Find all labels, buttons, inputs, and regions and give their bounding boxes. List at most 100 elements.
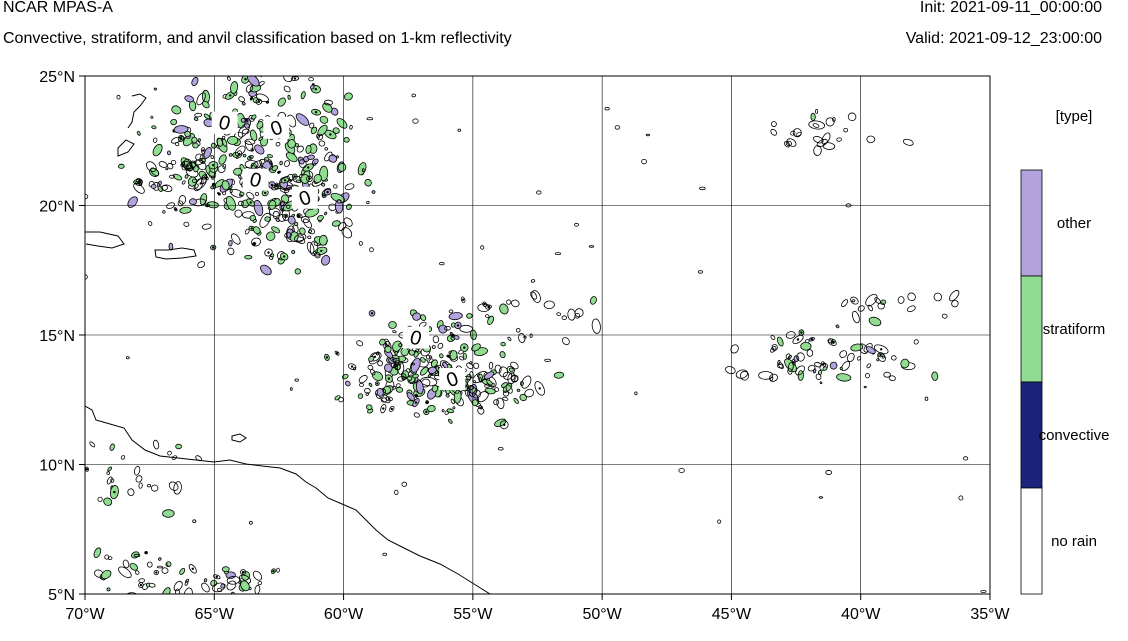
precip-cell xyxy=(396,361,405,375)
precip-cell xyxy=(294,268,301,275)
precip-cell xyxy=(150,115,154,119)
precip-cell xyxy=(162,210,166,214)
precip-cell xyxy=(179,567,186,575)
precip-cell xyxy=(828,339,833,344)
precip-dot xyxy=(307,166,310,169)
precip-cell xyxy=(836,373,852,382)
precip-dot xyxy=(283,255,286,258)
precip-cell xyxy=(832,117,836,122)
precip-dot xyxy=(425,401,429,404)
precip-cell xyxy=(740,370,750,381)
precip-cell xyxy=(178,195,187,205)
precip-cell xyxy=(868,316,882,327)
precip-cell xyxy=(441,409,445,413)
precip-cell xyxy=(758,371,774,380)
precip-cell xyxy=(192,178,197,183)
precip-dot xyxy=(326,190,329,194)
precip-cell xyxy=(499,351,506,359)
precip-cell xyxy=(239,191,245,196)
precip-cell xyxy=(865,293,878,307)
precip-cell xyxy=(271,226,281,234)
precip-cell xyxy=(384,345,392,353)
precip-cell xyxy=(80,559,84,561)
precip-cell xyxy=(321,182,326,187)
precip-cell xyxy=(287,215,296,225)
precip-cell xyxy=(127,196,138,208)
precip-cell xyxy=(523,335,527,339)
precip-dot xyxy=(538,387,541,390)
precip-cell xyxy=(271,184,280,191)
precip-cell xyxy=(508,367,514,373)
precip-cell xyxy=(240,569,247,576)
precip-cell xyxy=(470,387,477,394)
precip-cell xyxy=(462,352,467,360)
precip-cell xyxy=(191,136,198,144)
precip-cell xyxy=(106,476,113,485)
precip-cell xyxy=(106,471,110,475)
precip-cell xyxy=(469,371,474,379)
precip-dot xyxy=(314,88,317,91)
precip-cell xyxy=(138,578,145,583)
precip-cell xyxy=(873,344,889,355)
precip-dot xyxy=(144,551,148,554)
precip-cell xyxy=(498,366,509,378)
precip-cell xyxy=(697,270,703,274)
precip-dot xyxy=(800,331,803,334)
precip-cell xyxy=(863,385,867,389)
precip-cell xyxy=(883,371,891,378)
precip-cell xyxy=(104,554,110,560)
precip-cell xyxy=(229,188,233,194)
precip-cell xyxy=(336,199,342,204)
precip-cell xyxy=(255,93,269,103)
precip-dot xyxy=(425,410,428,413)
precip-cell xyxy=(227,76,231,81)
precip-cell xyxy=(291,250,296,254)
precip-cell xyxy=(792,128,802,138)
precip-cell xyxy=(241,128,250,135)
precip-cell xyxy=(173,481,182,495)
precip-cell xyxy=(89,441,96,448)
precip-dot xyxy=(382,407,385,410)
precip-cell xyxy=(201,582,210,593)
precip-cell xyxy=(167,450,172,456)
precip-dot xyxy=(284,214,287,218)
precip-cell xyxy=(244,254,253,260)
precip-cell xyxy=(530,291,537,300)
precip-dot xyxy=(447,355,450,358)
coastline xyxy=(85,93,491,594)
precip-cell xyxy=(521,375,532,389)
precip-cell xyxy=(285,152,298,163)
precip-cell xyxy=(324,147,329,151)
precip-cell xyxy=(785,353,791,359)
precip-cell xyxy=(276,567,280,573)
precip-cell xyxy=(511,299,520,308)
precip-cell xyxy=(324,211,328,216)
precip-cell xyxy=(420,356,426,363)
precip-dot xyxy=(796,338,800,341)
precip-cell xyxy=(394,351,398,356)
precip-cell xyxy=(85,194,89,200)
precip-cell xyxy=(634,391,638,396)
precip-cell xyxy=(336,118,348,129)
precip-cell xyxy=(852,310,860,324)
precip-cell xyxy=(318,234,328,246)
precip-cell xyxy=(184,130,191,138)
precip-cell xyxy=(184,95,195,103)
precip-cell xyxy=(151,484,159,492)
precip-cell xyxy=(389,405,395,412)
precip-cell xyxy=(857,305,865,312)
precip-cell xyxy=(516,388,521,392)
precip-dot xyxy=(293,77,297,80)
precip-cell xyxy=(344,183,355,191)
precip-cell xyxy=(466,313,473,319)
precip-cell xyxy=(368,352,382,365)
contour-label-box xyxy=(211,111,238,134)
precip-dot xyxy=(390,407,393,411)
precip-cell xyxy=(287,139,296,149)
precip-cell xyxy=(125,356,130,360)
precip-cell xyxy=(808,120,826,130)
precip-cell xyxy=(841,299,849,308)
precip-cell xyxy=(488,361,494,370)
precip-cell xyxy=(394,489,399,495)
precip-cell xyxy=(446,408,455,414)
